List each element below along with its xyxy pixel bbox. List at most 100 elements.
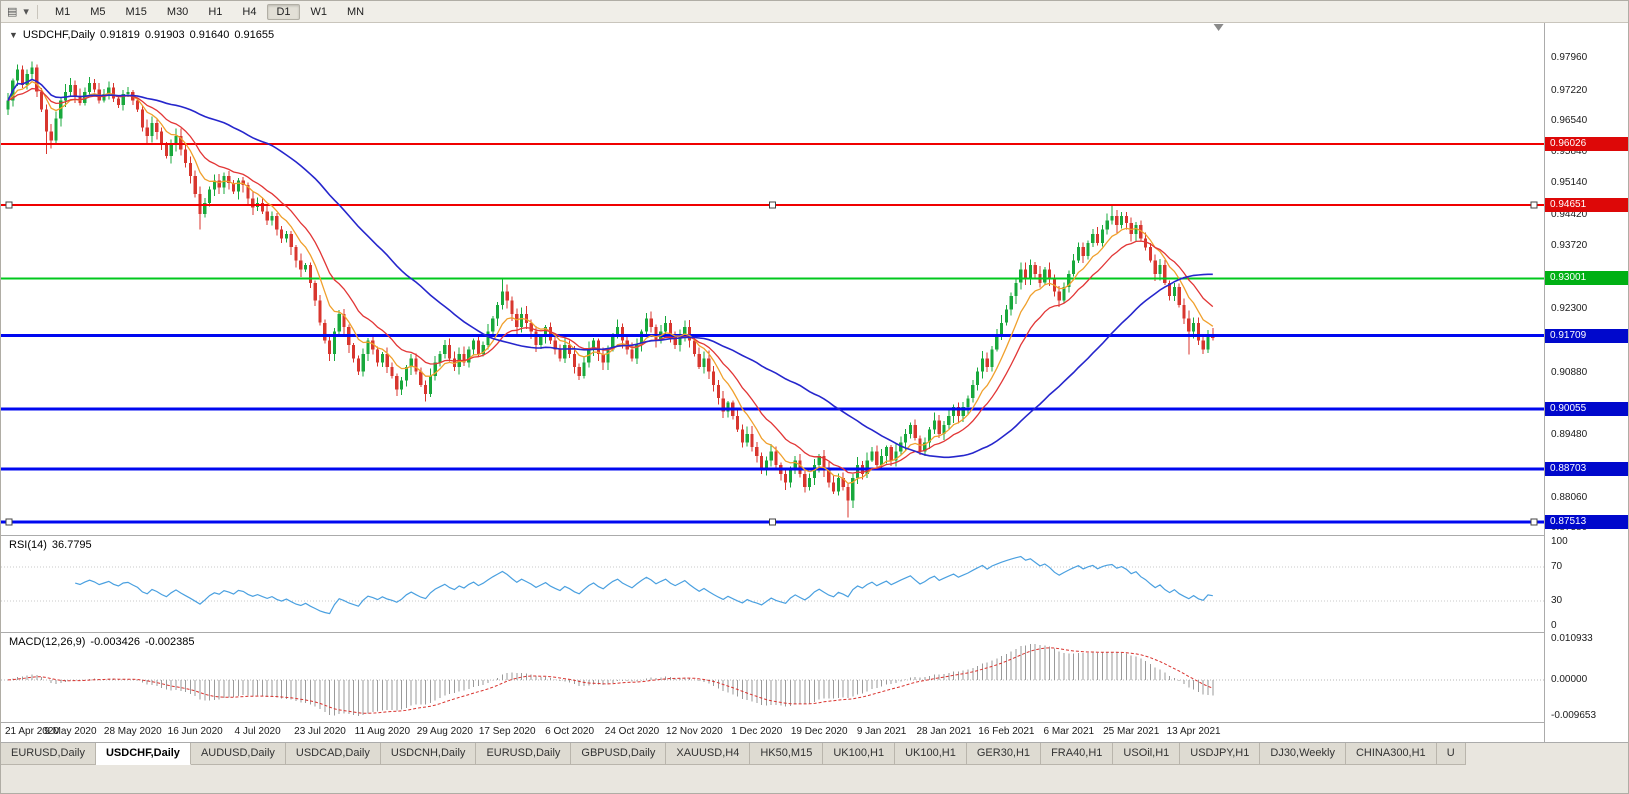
timeframe-button-w1[interactable]: W1 — [310, 5, 328, 18]
timeframe-button-h1[interactable]: H1 — [208, 5, 223, 18]
chart-tab-gbpusd-daily[interactable]: GBPUSD,Daily — [571, 743, 667, 765]
price-axis-label: 0.97220 — [1551, 84, 1588, 96]
timeframe-button-m30[interactable]: M30 — [166, 5, 189, 18]
timeframe-button-m5[interactable]: M5 — [90, 5, 106, 18]
macd-axis-label: -0.009653 — [1551, 710, 1597, 721]
chart-tab-china300-h1[interactable]: CHINA300,H1 — [1345, 743, 1437, 765]
chart-tab-usdchf-daily[interactable]: USDCHF,Daily — [95, 743, 191, 765]
price-axis[interactable]: 0.97960 0.97220 0.96540 0.95840 0.95140 0.944… — [1544, 23, 1628, 742]
macd-name: MACD(12,26,9) — [9, 636, 86, 648]
chart-tab-fra40-h1[interactable]: FRA40,H1 — [1041, 743, 1114, 765]
timeframe-button-m1[interactable]: M1 — [54, 5, 71, 18]
chart-shift-marker — [1213, 24, 1224, 31]
date-axis-label: 16 Jun 2020 — [167, 726, 223, 737]
date-axis-label: 12 Nov 2020 — [666, 726, 723, 737]
chart-tab-hk50-m15[interactable]: HK50,M15 — [750, 743, 824, 765]
price-axis-label: 0.88060 — [1551, 491, 1588, 503]
timeframe-button-mn[interactable]: MN — [347, 5, 365, 18]
date-axis-label: 6 Oct 2020 — [545, 726, 595, 737]
chart-tab-eurusd-daily[interactable]: EURUSD,Daily — [476, 743, 572, 765]
date-axis-label: 24 Oct 2020 — [604, 726, 660, 737]
ohlc-low: 0.91640 — [189, 29, 230, 41]
price-level-badge: 0.94651 — [1545, 197, 1628, 212]
price-axis-label: 0.89480 — [1551, 428, 1588, 440]
timeframe-toolbar: ▤ ▾ M1 M5 M15 M30 H1 H4 D1 W1 MN — [1, 1, 1628, 23]
price-level-badge: 0.96026 — [1545, 136, 1628, 151]
chart-tab-ger30-h1[interactable]: GER30,H1 — [966, 743, 1042, 765]
timeframe-button-m15[interactable]: M15 — [125, 5, 147, 18]
price-axis-label: 0.90880 — [1551, 366, 1588, 378]
price-level-badge: 0.88703 — [1545, 462, 1628, 477]
macd-indicator-label: MACD(12,26,9) -0.003426 -0.002385 — [9, 636, 200, 648]
date-axis-label: 28 May 2020 — [103, 726, 162, 737]
date-axis-label: 9 Jan 2021 — [856, 726, 907, 737]
price-axis-label: 0.93720 — [1551, 240, 1588, 252]
macd-main-value: -0.003426 — [90, 636, 140, 648]
date-axis-label: 28 Jan 2021 — [916, 726, 972, 737]
date-axis-label: 23 Jul 2020 — [294, 726, 346, 737]
rsi-axis-label: 70 — [1551, 561, 1563, 573]
chart-tab-usdcad-daily[interactable]: USDCAD,Daily — [285, 743, 381, 765]
date-axis-label: 9 May 2020 — [44, 726, 97, 737]
macd-axis-label: 0.00000 — [1551, 673, 1588, 685]
date-axis-label: 21 Apr 2020 — [5, 726, 59, 737]
chart-tab-audusd-daily[interactable]: AUDUSD,Daily — [190, 743, 286, 765]
panel-separator — [1, 722, 1628, 723]
chart-tab-usoil-h1[interactable]: USOil,H1 — [1113, 743, 1181, 765]
timeframe-button-d1[interactable]: D1 — [267, 3, 300, 20]
price-axis-label: 0.95840 — [1551, 146, 1588, 158]
chart-tab-dj30-weekly[interactable]: DJ30,Weekly — [1260, 743, 1346, 765]
date-axis-label: 17 Sep 2020 — [478, 726, 536, 737]
rsi-name: RSI(14) — [9, 539, 47, 551]
price-axis-label: 0.97960 — [1551, 52, 1588, 63]
macd-axis-label: 0.010933 — [1551, 633, 1593, 644]
rsi-axis-label: 100 — [1551, 536, 1568, 547]
price-level-badge: 0.93001 — [1545, 271, 1628, 286]
symbol-caret-icon[interactable]: ▼ — [9, 30, 18, 40]
rsi-indicator-label: RSI(14) 36.7795 — [9, 539, 97, 551]
ohlc-open: 0.91819 — [100, 29, 140, 41]
date-axis-label: 1 Dec 2020 — [731, 726, 783, 737]
date-axis-label: 19 Dec 2020 — [790, 726, 848, 737]
price-axis-label: 0.94420 — [1551, 209, 1588, 221]
price-level-badge: 0.91709 — [1545, 328, 1628, 343]
main-price-chart[interactable] — [1, 23, 1544, 535]
dropdown-caret-icon[interactable]: ▾ — [23, 6, 29, 18]
date-axis-label: 25 Mar 2021 — [1103, 726, 1160, 737]
rsi-indicator-panel[interactable] — [1, 536, 1544, 632]
price-axis-label: 0.96540 — [1551, 115, 1588, 127]
price-level-badge: 0.87513 — [1545, 515, 1628, 530]
chart-ohlc-header: ▼ USDCHF,Daily 0.91819 0.91903 0.91640 0.9165… — [9, 29, 279, 41]
panel-separator[interactable] — [1, 632, 1628, 633]
toolbar-separator — [36, 4, 38, 19]
timeframe-buttons-group: M1 M5 M15 M30 H1 H4 D1 W1 MN — [46, 3, 375, 20]
date-axis-label: 6 Mar 2021 — [1043, 726, 1095, 737]
chart-tab-usdcnh-daily[interactable]: USDCNH,Daily — [380, 743, 477, 765]
panel-separator[interactable] — [1, 535, 1628, 536]
macd-signal-value: -0.002385 — [144, 636, 195, 648]
rsi-current-value: 36.7795 — [51, 539, 92, 551]
rsi-axis-label: 0 — [1551, 620, 1557, 631]
date-axis-label: 16 Feb 2021 — [978, 726, 1035, 737]
chart-tab-eurusd-daily[interactable]: EURUSD,Daily — [1, 743, 96, 765]
timeframe-button-h4[interactable]: H4 — [242, 5, 257, 18]
price-axis-label: 0.92300 — [1551, 303, 1588, 315]
price-axis-label: 0.95140 — [1551, 177, 1588, 189]
chart-tab-usdjpy-h1[interactable]: USDJPY,H1 — [1180, 743, 1261, 765]
date-axis-label: 29 Aug 2020 — [416, 726, 473, 737]
date-axis-label: 4 Jul 2020 — [234, 726, 281, 737]
rsi-axis-label: 30 — [1551, 594, 1563, 606]
chart-tab-uk100-h1[interactable]: UK100,H1 — [823, 743, 896, 765]
chart-tab-xauusd-h4[interactable]: XAUUSD,H4 — [666, 743, 751, 765]
chart-symbol: USDCHF,Daily — [22, 29, 96, 41]
ohlc-high: 0.91903 — [144, 29, 185, 41]
chart-tab-uk100-h1[interactable]: UK100,H1 — [895, 743, 967, 765]
date-axis-label: 13 Apr 2021 — [1166, 726, 1221, 737]
price-level-badge: 0.90055 — [1545, 402, 1628, 417]
macd-indicator-panel[interactable] — [1, 633, 1544, 722]
date-axis[interactable]: 21 Apr 2020 9 May 2020 28 May 2020 16 Jun 2… — [1, 723, 1544, 742]
ohlc-close: 0.91655 — [234, 29, 275, 41]
chart-menu-icon[interactable]: ▤ — [7, 6, 18, 18]
chart-tab-u[interactable]: U — [1436, 743, 1466, 765]
